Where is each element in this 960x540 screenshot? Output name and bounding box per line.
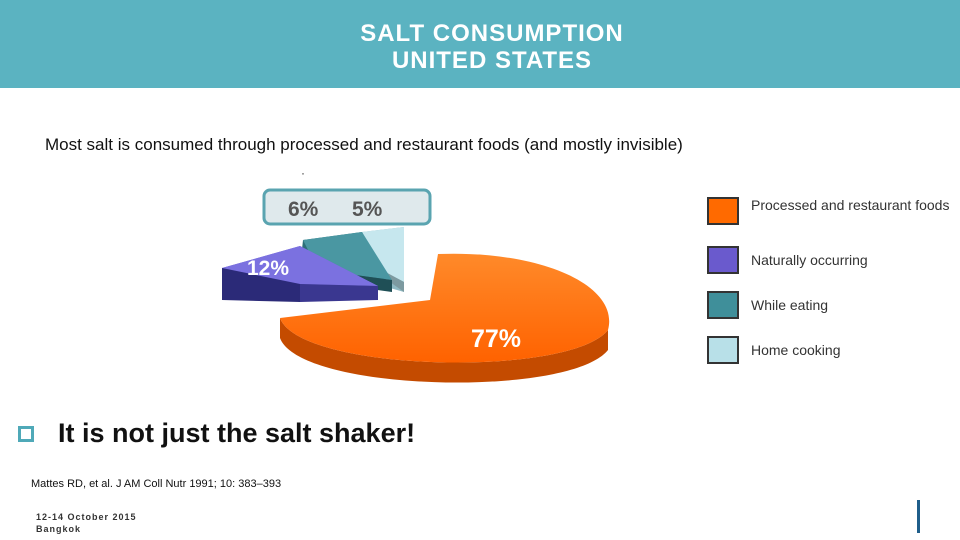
citation: Mattes RD, et al. J AM Coll Nutr 1991; 1…	[31, 478, 282, 490]
legend-label-home-cooking: Home cooking	[751, 342, 841, 358]
legend-label-processed-restaurant: Processed and restaurant foods	[751, 197, 950, 213]
callout-text: It is not just the salt shaker!	[58, 418, 416, 448]
slide-title-line-1: SALT CONSUMPTION	[360, 20, 624, 47]
legend-label-naturally-occurring: Naturally occurring	[751, 252, 868, 268]
legend-swatch-home-cooking	[707, 336, 739, 364]
legend-swatch-while-eating	[707, 291, 739, 319]
title-banner	[0, 0, 960, 88]
pie-slice-naturally-occurring	[222, 246, 378, 302]
checkbox-bullet-icon	[18, 425, 34, 442]
slide-title: SALT CONSUMPTION UNITED STATES	[0, 20, 960, 74]
footer-date-block: 12-14 October 2015 Bangkok	[36, 511, 137, 535]
footer-accent-bar	[917, 500, 920, 533]
stray-dot: ·	[301, 166, 305, 180]
legend-label-while-eating: While eating	[751, 297, 829, 313]
slide-subtitle: Most salt is consumed through processed …	[45, 135, 683, 154]
pie-slice-processed-restaurant	[280, 253, 610, 383]
callout-line: It is not just the salt shaker!	[18, 418, 415, 449]
pie-value-label-processed-restaurant: 77%	[471, 325, 521, 353]
pie-value-label-home-cooking: 5%	[352, 198, 383, 221]
pie-value-label-while-eating: 6%	[288, 198, 319, 221]
slide-title-line-2: UNITED STATES	[391, 47, 593, 74]
legend-swatch-processed-restaurant	[707, 197, 739, 225]
footer-place: Bangkok	[36, 524, 82, 534]
legend-swatch-naturally-occurring	[707, 246, 739, 274]
footer-date: 12-14 October 2015	[36, 512, 137, 522]
small-slices-callout-box	[262, 188, 432, 226]
pie-value-label-naturally-occurring: 12%	[247, 257, 289, 280]
